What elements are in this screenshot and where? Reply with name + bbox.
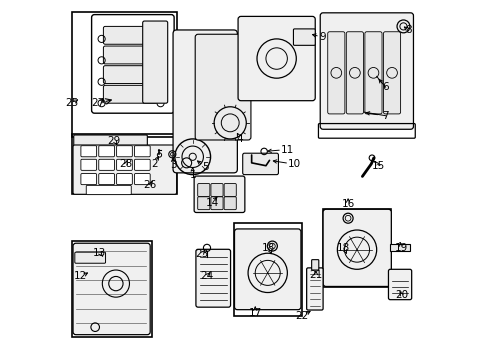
FancyBboxPatch shape [311, 260, 318, 270]
Text: 20: 20 [394, 290, 407, 300]
Text: 19: 19 [394, 243, 407, 253]
Bar [323, 208, 390, 287]
FancyBboxPatch shape [134, 174, 150, 185]
Text: 21: 21 [309, 270, 322, 280]
Bar [233, 223, 301, 316]
Text: 28: 28 [119, 159, 132, 169]
FancyBboxPatch shape [134, 146, 150, 157]
FancyBboxPatch shape [197, 197, 209, 210]
Text: 3: 3 [169, 160, 176, 170]
FancyBboxPatch shape [73, 145, 176, 194]
FancyBboxPatch shape [320, 13, 413, 129]
Text: 24: 24 [200, 271, 213, 282]
Text: 11: 11 [280, 145, 293, 155]
FancyBboxPatch shape [383, 32, 400, 114]
Text: 8: 8 [405, 25, 411, 35]
Text: 16: 16 [341, 199, 354, 209]
FancyBboxPatch shape [74, 135, 147, 147]
FancyBboxPatch shape [99, 159, 114, 170]
Text: 15: 15 [371, 161, 384, 171]
Text: 9: 9 [319, 32, 325, 42]
FancyBboxPatch shape [242, 153, 278, 175]
Text: 4: 4 [236, 134, 243, 144]
FancyBboxPatch shape [99, 174, 114, 185]
FancyBboxPatch shape [196, 249, 230, 307]
Text: 12: 12 [74, 271, 87, 282]
FancyBboxPatch shape [293, 29, 315, 45]
FancyBboxPatch shape [75, 252, 105, 263]
Bar [72, 134, 176, 194]
Text: 18: 18 [262, 243, 275, 253]
Bar [72, 12, 176, 137]
FancyBboxPatch shape [210, 184, 223, 197]
FancyBboxPatch shape [224, 184, 236, 197]
Text: 26: 26 [143, 180, 156, 190]
FancyBboxPatch shape [81, 146, 97, 157]
Text: 29: 29 [107, 136, 121, 146]
Bar [72, 241, 151, 337]
Text: 10: 10 [287, 159, 301, 169]
FancyBboxPatch shape [142, 21, 167, 103]
FancyBboxPatch shape [81, 159, 97, 170]
FancyBboxPatch shape [194, 176, 244, 212]
FancyBboxPatch shape [134, 159, 150, 170]
Text: 14: 14 [205, 198, 219, 208]
Text: 23: 23 [195, 249, 208, 259]
Bar [389, 244, 409, 251]
FancyBboxPatch shape [387, 269, 411, 300]
FancyBboxPatch shape [103, 46, 157, 64]
FancyBboxPatch shape [103, 85, 157, 103]
FancyBboxPatch shape [346, 32, 363, 114]
Text: 13: 13 [93, 248, 106, 258]
Text: 2: 2 [151, 159, 158, 169]
Text: 1: 1 [189, 170, 196, 180]
FancyBboxPatch shape [116, 159, 132, 170]
FancyBboxPatch shape [81, 174, 97, 185]
FancyBboxPatch shape [99, 146, 114, 157]
FancyBboxPatch shape [116, 146, 132, 157]
FancyBboxPatch shape [210, 197, 223, 210]
Text: 27: 27 [91, 98, 104, 108]
FancyBboxPatch shape [323, 209, 390, 287]
Text: 22: 22 [294, 311, 307, 321]
Text: 18: 18 [337, 243, 350, 253]
FancyBboxPatch shape [234, 229, 300, 310]
FancyBboxPatch shape [224, 197, 236, 210]
FancyBboxPatch shape [73, 243, 150, 335]
Text: 5: 5 [202, 162, 208, 172]
Text: 25: 25 [65, 98, 79, 108]
FancyBboxPatch shape [327, 32, 344, 114]
FancyBboxPatch shape [86, 185, 131, 195]
Text: 6: 6 [382, 82, 388, 92]
FancyBboxPatch shape [116, 174, 132, 185]
Text: 17: 17 [248, 308, 261, 318]
FancyBboxPatch shape [103, 26, 157, 44]
FancyBboxPatch shape [238, 17, 315, 101]
FancyBboxPatch shape [103, 66, 157, 84]
FancyBboxPatch shape [197, 184, 209, 197]
FancyBboxPatch shape [306, 268, 323, 310]
FancyBboxPatch shape [173, 30, 237, 173]
Text: 7: 7 [382, 111, 388, 121]
FancyBboxPatch shape [195, 34, 250, 140]
FancyBboxPatch shape [364, 32, 381, 114]
